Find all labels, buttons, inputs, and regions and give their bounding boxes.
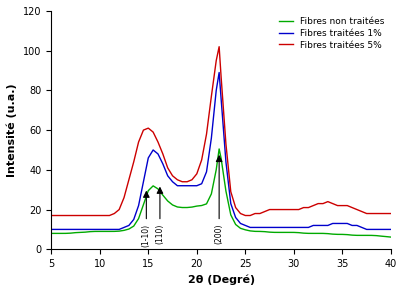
Fibres traitées 5% xyxy=(267,208,272,211)
Fibres traitées 5% xyxy=(243,214,248,217)
Fibres non traitées xyxy=(49,232,54,235)
Fibres non traitées xyxy=(267,230,272,234)
Fibres traitées 1% xyxy=(243,224,248,227)
Line: Fibres traitées 1%: Fibres traitées 1% xyxy=(51,72,391,230)
Fibres non traitées xyxy=(389,235,393,239)
Line: Fibres non traitées: Fibres non traitées xyxy=(51,149,391,237)
Fibres traitées 1% xyxy=(131,218,136,221)
Fibres non traitées xyxy=(282,231,286,234)
Fibres traitées 5% xyxy=(131,160,136,164)
X-axis label: 2θ (Degré): 2θ (Degré) xyxy=(187,274,255,285)
Text: (1-10): (1-10) xyxy=(142,223,151,246)
Fibres traitées 5% xyxy=(49,214,54,217)
Fibres non traitées xyxy=(243,228,248,232)
Y-axis label: Intensité (u.a.): Intensité (u.a.) xyxy=(7,83,17,177)
Fibres non traitées xyxy=(131,224,136,228)
Fibres traitées 1% xyxy=(389,228,393,231)
Fibres traitées 1% xyxy=(49,228,54,231)
Fibres traitées 1% xyxy=(217,71,221,74)
Fibres non traitées xyxy=(97,230,102,233)
Fibres traitées 5% xyxy=(97,214,102,217)
Fibres traitées 1% xyxy=(267,226,272,229)
Text: (110): (110) xyxy=(156,223,164,244)
Fibres traitées 1% xyxy=(165,174,170,178)
Line: Fibres traitées 5%: Fibres traitées 5% xyxy=(51,47,391,215)
Text: (200): (200) xyxy=(215,223,224,244)
Fibres non traitées xyxy=(217,147,221,151)
Fibres traitées 5% xyxy=(282,208,286,211)
Fibres traitées 5% xyxy=(217,45,221,48)
Fibres traitées 1% xyxy=(97,228,102,231)
Legend: Fibres non traitées, Fibres traitées 1%, Fibres traitées 5%: Fibres non traitées, Fibres traitées 1%,… xyxy=(276,14,388,53)
Fibres traitées 1% xyxy=(282,226,286,229)
Fibres non traitées xyxy=(165,199,170,203)
Fibres traitées 5% xyxy=(389,212,393,215)
Fibres traitées 5% xyxy=(165,166,170,170)
